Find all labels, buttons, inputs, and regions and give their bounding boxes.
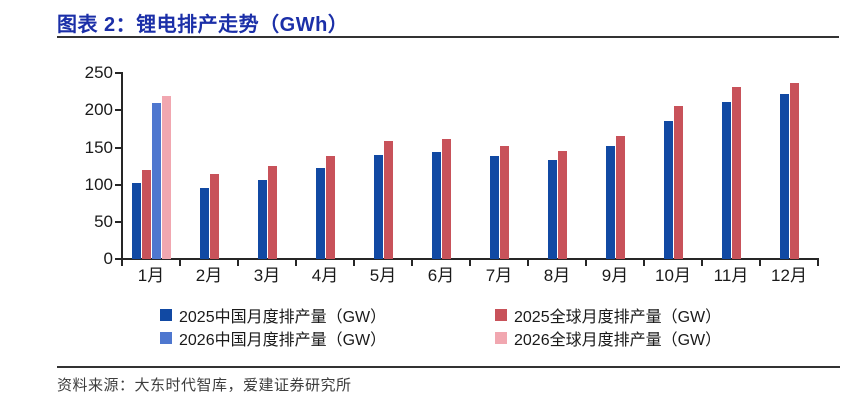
- legend-label: 2026全球月度排产量（GW）: [514, 331, 722, 349]
- legend-swatch-icon: [160, 308, 172, 321]
- bar: [779, 93, 789, 260]
- y-axis-tick-mark: [115, 183, 122, 186]
- x-axis-category-label: 3月: [253, 266, 281, 286]
- legend-item: 2025全球月度排产量（GW）: [495, 305, 722, 326]
- bar: [441, 139, 451, 260]
- bar-chart: 0 50 100 150 200 250 1月 2月 3月 4月 5月 6月 7月 8月 9月 10月 11月 1…: [84, 63, 819, 286]
- x-axis-tick-mark: [759, 260, 761, 267]
- y-axis-tick-label: 150: [84, 137, 113, 157]
- bar: [209, 173, 219, 260]
- x-axis-line: [121, 258, 819, 261]
- bar: [789, 82, 799, 260]
- x-axis-tick-mark: [121, 260, 123, 267]
- y-axis-tick-mark: [115, 146, 122, 149]
- legend-item: 2026中国月度排产量（GW）: [160, 328, 495, 349]
- bar: [547, 160, 557, 260]
- bar: [161, 96, 171, 260]
- x-axis-tick-mark: [179, 260, 181, 267]
- bar: [605, 146, 615, 260]
- y-axis-line: [121, 72, 123, 261]
- bar: [663, 120, 673, 260]
- legend-swatch-icon: [495, 308, 507, 321]
- bar: [431, 151, 441, 260]
- bar: [315, 168, 325, 260]
- title-underline: [57, 36, 839, 38]
- x-axis-category-label: 7月: [485, 266, 513, 286]
- bar: [489, 156, 499, 260]
- legend-swatch-icon: [495, 331, 507, 344]
- x-axis-tick-mark: [353, 260, 355, 267]
- legend-label: 2025中国月度排产量（GW）: [179, 308, 387, 326]
- x-axis-category-label: 2月: [195, 266, 223, 286]
- x-axis-category-label: 12月: [771, 266, 807, 286]
- bar: [673, 105, 683, 260]
- y-axis-tick-mark: [115, 72, 122, 74]
- y-axis-tick-label: 0: [103, 249, 113, 269]
- bar: [325, 155, 335, 260]
- footer-divider: [57, 366, 840, 368]
- x-axis-category-label: 9月: [601, 266, 629, 286]
- bar: [267, 166, 277, 260]
- bar: [731, 87, 741, 260]
- source-note: 资料来源：大东时代智库，爱建证券研究所: [57, 377, 352, 394]
- y-axis-tick-label: 100: [84, 174, 113, 194]
- x-axis-category-label: 11月: [713, 266, 749, 286]
- x-axis-tick-mark: [237, 260, 239, 267]
- legend-swatch-icon: [160, 331, 172, 344]
- x-axis-tick-mark: [469, 260, 471, 267]
- y-axis-tick-mark: [115, 258, 122, 261]
- x-axis-category-label: 5月: [369, 266, 397, 286]
- x-axis-tick-mark: [643, 260, 645, 267]
- bar: [199, 187, 209, 260]
- legend-item: 2026全球月度排产量（GW）: [495, 328, 722, 349]
- bar: [499, 146, 509, 260]
- x-axis-tick-mark: [411, 260, 413, 267]
- x-axis-category-label: 8月: [543, 266, 571, 286]
- bar: [383, 140, 393, 260]
- y-axis-tick-mark: [115, 109, 122, 112]
- x-axis-category-label: 1月: [137, 266, 165, 286]
- x-axis-tick-mark: [295, 260, 297, 267]
- x-axis-tick-mark: [701, 260, 703, 267]
- legend-label: 2026中国月度排产量（GW）: [179, 331, 387, 349]
- y-axis-tick-label: 50: [94, 212, 113, 232]
- x-axis-tick-mark: [817, 260, 819, 267]
- x-axis-category-label: 6月: [427, 266, 455, 286]
- y-axis-tick-mark: [115, 221, 122, 224]
- x-axis-category-label: 10月: [655, 266, 691, 286]
- bar: [131, 182, 141, 260]
- legend-label: 2025全球月度排产量（GW）: [514, 308, 722, 326]
- legend-item: 2025中国月度排产量（GW）: [160, 305, 495, 326]
- x-axis-category-label: 4月: [311, 266, 339, 286]
- bar: [257, 179, 267, 260]
- bar: [721, 102, 731, 260]
- bar: [615, 136, 625, 260]
- bar: [141, 169, 151, 260]
- bar: [151, 102, 161, 260]
- y-axis-tick-label: 200: [84, 100, 113, 120]
- figure-title: 图表 2：锂电排产走势（GWh）: [57, 14, 349, 36]
- y-axis-tick-label: 250: [84, 63, 113, 82]
- bar: [557, 151, 567, 260]
- x-axis-tick-mark: [527, 260, 529, 267]
- bar: [373, 154, 383, 260]
- chart-legend: 2025中国月度排产量（GW） 2025全球月度排产量（GW） 2026中国月度排产…: [160, 305, 722, 349]
- x-axis-tick-mark: [585, 260, 587, 267]
